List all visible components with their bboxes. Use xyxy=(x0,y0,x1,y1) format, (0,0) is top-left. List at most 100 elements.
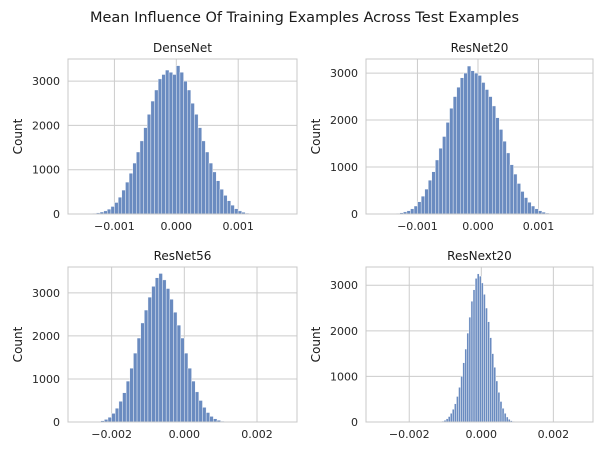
histogram-bar xyxy=(194,114,199,215)
x-tick-label: 0.000 xyxy=(161,220,193,233)
histogram-bar xyxy=(499,129,504,215)
y-axis-label: Count xyxy=(309,326,323,362)
histogram-bar xyxy=(128,173,133,215)
y-tick-label: 1000 xyxy=(330,161,358,174)
y-tick-label: 1000 xyxy=(32,373,60,386)
y-tick-label: 3000 xyxy=(32,75,60,88)
histogram-bar xyxy=(495,117,500,215)
histogram-bar xyxy=(424,188,429,215)
x-tick-label: 0.000 xyxy=(462,220,494,233)
histogram-bar xyxy=(481,82,486,215)
histogram-bar xyxy=(132,162,137,215)
plot-frame xyxy=(365,58,594,215)
histogram-bar xyxy=(460,77,464,215)
histogram-bar xyxy=(531,205,536,215)
histogram-bar xyxy=(162,279,167,423)
histogram-bar xyxy=(449,108,454,215)
subplot-resnet20: −0.001 0.000 0.001 0 1000 2000 3000 ResNet20 Cou… xyxy=(309,41,594,233)
plot-frame xyxy=(365,266,594,423)
histogram-bar xyxy=(107,417,112,423)
histogram-bar xyxy=(234,208,239,215)
histogram-bar xyxy=(481,282,484,423)
histogram-bar xyxy=(470,70,475,215)
histogram-bar xyxy=(151,286,156,423)
histogram-bar xyxy=(484,89,489,215)
histogram-bar xyxy=(198,400,203,423)
histogram-bar xyxy=(219,188,224,215)
histogram-bar xyxy=(431,171,436,215)
histogram-bar xyxy=(209,416,214,423)
histogram-bar xyxy=(428,179,432,215)
histogram-bar xyxy=(173,312,178,423)
histogram-bar xyxy=(129,367,134,423)
histogram-bar xyxy=(125,181,130,215)
histogram-bar xyxy=(464,348,467,423)
histogram-bar xyxy=(179,72,184,215)
histogram-bar xyxy=(136,151,141,215)
y-tick-label: 3000 xyxy=(330,279,358,292)
histogram-bar xyxy=(115,408,120,423)
y-axis-label: Count xyxy=(11,118,25,154)
histogram-bar xyxy=(460,376,463,423)
histogram-bar xyxy=(147,296,152,423)
histogram-bar xyxy=(150,100,155,215)
histogram-bar xyxy=(176,324,181,423)
histogram-bar xyxy=(477,75,482,215)
y-tick-label: 1000 xyxy=(32,164,60,177)
histogram-bar xyxy=(197,127,202,215)
histogram-bar xyxy=(191,380,196,423)
y-tick-label: 2000 xyxy=(330,325,358,338)
histogram-bar xyxy=(168,72,173,215)
x-tick-label: 0.001 xyxy=(523,220,555,233)
histogram-bar xyxy=(489,337,492,423)
histogram-bar xyxy=(139,140,144,215)
histogram-bar xyxy=(479,275,482,423)
x-tick-label: −0.001 xyxy=(397,220,438,233)
histogram-bar xyxy=(180,337,185,423)
histogram-bar xyxy=(502,140,507,215)
histogram-bar xyxy=(523,197,528,215)
histogram-bar xyxy=(158,273,163,423)
histogram-bar xyxy=(110,206,115,215)
histogram-bar xyxy=(468,316,472,423)
histogram-bar xyxy=(506,152,511,215)
y-tick-label: 2000 xyxy=(32,119,60,132)
subplot-title: ResNext20 xyxy=(447,249,512,263)
histogram-bar xyxy=(474,72,479,215)
histogram-bar xyxy=(183,80,188,215)
subplot-resnext20: −0.002 0.000 0.002 0 1000 2000 3000 ResNext20 Co… xyxy=(309,249,594,441)
histogram-bar xyxy=(187,367,192,423)
plot-frame xyxy=(67,266,298,423)
y-axis-label: Count xyxy=(309,118,323,154)
y-tick-label: 3000 xyxy=(330,67,358,80)
histogram-bar xyxy=(165,69,170,215)
histogram-bar xyxy=(499,401,503,423)
histogram-bar xyxy=(114,202,119,215)
x-tick-label: −0.002 xyxy=(91,428,132,441)
histogram-bar xyxy=(503,413,507,423)
histogram-bar xyxy=(226,200,232,215)
histogram-bar xyxy=(454,403,457,423)
histogram-bar xyxy=(201,140,206,215)
histogram-bar xyxy=(413,205,418,215)
x-tick-label: 0.000 xyxy=(169,428,201,441)
histogram-bar xyxy=(172,74,177,215)
histogram-bar xyxy=(205,151,210,215)
histogram-bar xyxy=(463,72,468,215)
histogram-bar xyxy=(534,208,539,215)
histogram-bar xyxy=(527,202,532,215)
histogram-bar xyxy=(212,171,217,215)
histogram-bar xyxy=(497,392,501,423)
histogram-bar xyxy=(474,278,478,423)
y-tick-label: 2000 xyxy=(330,114,358,127)
histogram-bar xyxy=(491,353,494,423)
histogram-bar xyxy=(143,127,148,215)
histogram-bar xyxy=(410,208,415,215)
x-tick-label: −0.002 xyxy=(389,428,430,441)
x-tick-label: 0.002 xyxy=(241,428,273,441)
y-axis-label: Count xyxy=(11,326,25,362)
histogram-bar xyxy=(493,367,497,423)
histogram-bar xyxy=(223,195,228,215)
figure-title: Mean Influence Of Training Examples Acro… xyxy=(90,10,519,26)
